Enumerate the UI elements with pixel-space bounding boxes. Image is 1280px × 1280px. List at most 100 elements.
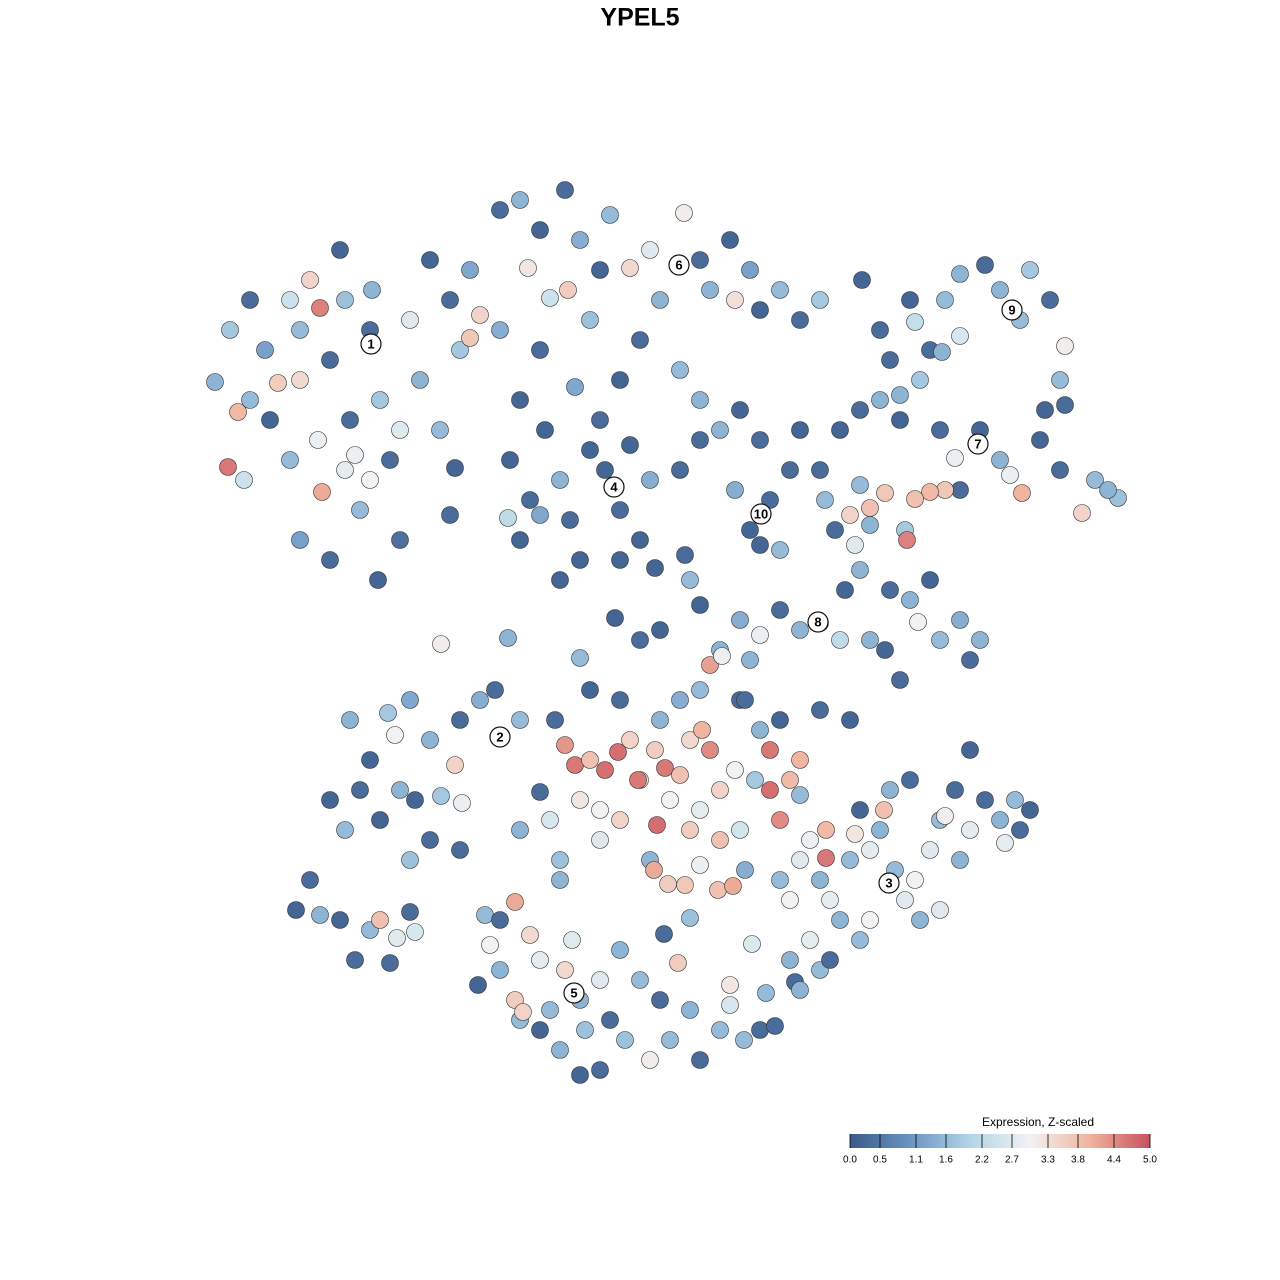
cell-point: [241, 391, 259, 409]
cell-point: [691, 596, 709, 614]
cell-point: [301, 271, 319, 289]
cluster-marker: [967, 433, 989, 455]
cell-point: [571, 791, 589, 809]
cell-point: [909, 613, 927, 631]
cell-point: [661, 791, 679, 809]
cell-point: [781, 891, 799, 909]
cluster-marker: [668, 254, 690, 276]
cell-point: [826, 521, 844, 539]
cell-point: [791, 621, 809, 639]
cell-point: [631, 331, 649, 349]
cell-point: [441, 291, 459, 309]
cell-point: [811, 461, 829, 479]
cell-point: [371, 911, 389, 929]
cell-point: [726, 481, 744, 499]
cell-point: [901, 591, 919, 609]
cell-point: [621, 436, 639, 454]
cell-point: [681, 909, 699, 927]
cell-point: [861, 499, 879, 517]
cell-point: [311, 299, 329, 317]
cell-point: [721, 996, 739, 1014]
cell-point: [591, 411, 609, 429]
cell-point: [713, 647, 731, 665]
cell-point: [659, 875, 677, 893]
cell-point: [1056, 337, 1074, 355]
cell-point: [514, 1003, 532, 1021]
cell-point: [841, 851, 859, 869]
cell-point: [536, 421, 554, 439]
cell-point: [676, 546, 694, 564]
cell-point: [361, 471, 379, 489]
colorbar-tick-label: 3.3: [1041, 1155, 1055, 1166]
cell-point: [726, 291, 744, 309]
cell-point: [831, 421, 849, 439]
cell-point: [691, 251, 709, 269]
cell-point: [691, 431, 709, 449]
cell-point: [841, 506, 859, 524]
cell-point: [336, 821, 354, 839]
cell-point: [735, 1031, 753, 1049]
cell-point: [771, 811, 789, 829]
cell-point: [891, 386, 909, 404]
cell-point: [581, 311, 599, 329]
cell-point: [831, 631, 849, 649]
colorbar-tick-label: 2.2: [975, 1155, 989, 1166]
cell-point: [761, 781, 779, 799]
cell-point: [691, 801, 709, 819]
cell-point: [391, 531, 409, 549]
cell-point: [491, 201, 509, 219]
cell-point: [846, 536, 864, 554]
cell-point: [611, 941, 629, 959]
cell-point: [711, 421, 729, 439]
cell-point: [521, 926, 539, 944]
cell-point: [471, 691, 489, 709]
cell-point: [511, 711, 529, 729]
cell-point: [446, 756, 464, 774]
colorbar-tick-label: 1.1: [909, 1155, 923, 1166]
cell-point: [936, 807, 954, 825]
cell-point: [301, 871, 319, 889]
cell-point: [933, 343, 951, 361]
cluster-label: 10: [754, 506, 768, 521]
cell-point: [651, 621, 669, 639]
cell-point: [471, 306, 489, 324]
cell-point: [401, 691, 419, 709]
cell-point: [446, 459, 464, 477]
cell-point: [645, 861, 663, 879]
cell-point: [381, 954, 399, 972]
cell-point: [591, 261, 609, 279]
cell-point: [771, 871, 789, 889]
cell-point: [693, 721, 711, 739]
cell-point: [876, 641, 894, 659]
cell-point: [601, 206, 619, 224]
cell-point: [596, 461, 614, 479]
cell-point: [1011, 821, 1029, 839]
cell-point: [711, 831, 729, 849]
cell-point: [841, 711, 859, 729]
cell-point: [901, 771, 919, 789]
cell-point: [1021, 801, 1039, 819]
cell-point: [771, 711, 789, 729]
cell-point: [821, 891, 839, 909]
cell-point: [1041, 291, 1059, 309]
cell-point: [421, 251, 439, 269]
cell-point: [681, 731, 699, 749]
cell-point: [511, 191, 529, 209]
cell-point: [291, 321, 309, 339]
cell-point: [541, 811, 559, 829]
cell-point: [363, 281, 381, 299]
cell-point: [206, 373, 224, 391]
cell-point: [761, 741, 779, 759]
cell-point: [386, 726, 404, 744]
cell-point: [721, 231, 739, 249]
cell-point: [766, 1017, 784, 1035]
cell-point: [521, 491, 539, 509]
cell-point: [336, 291, 354, 309]
cell-point: [901, 291, 919, 309]
cell-point: [817, 849, 835, 867]
cell-point: [871, 821, 889, 839]
cell-point: [851, 931, 869, 949]
cell-point: [491, 961, 509, 979]
cell-point: [591, 831, 609, 849]
cluster-label: 1: [367, 336, 374, 351]
